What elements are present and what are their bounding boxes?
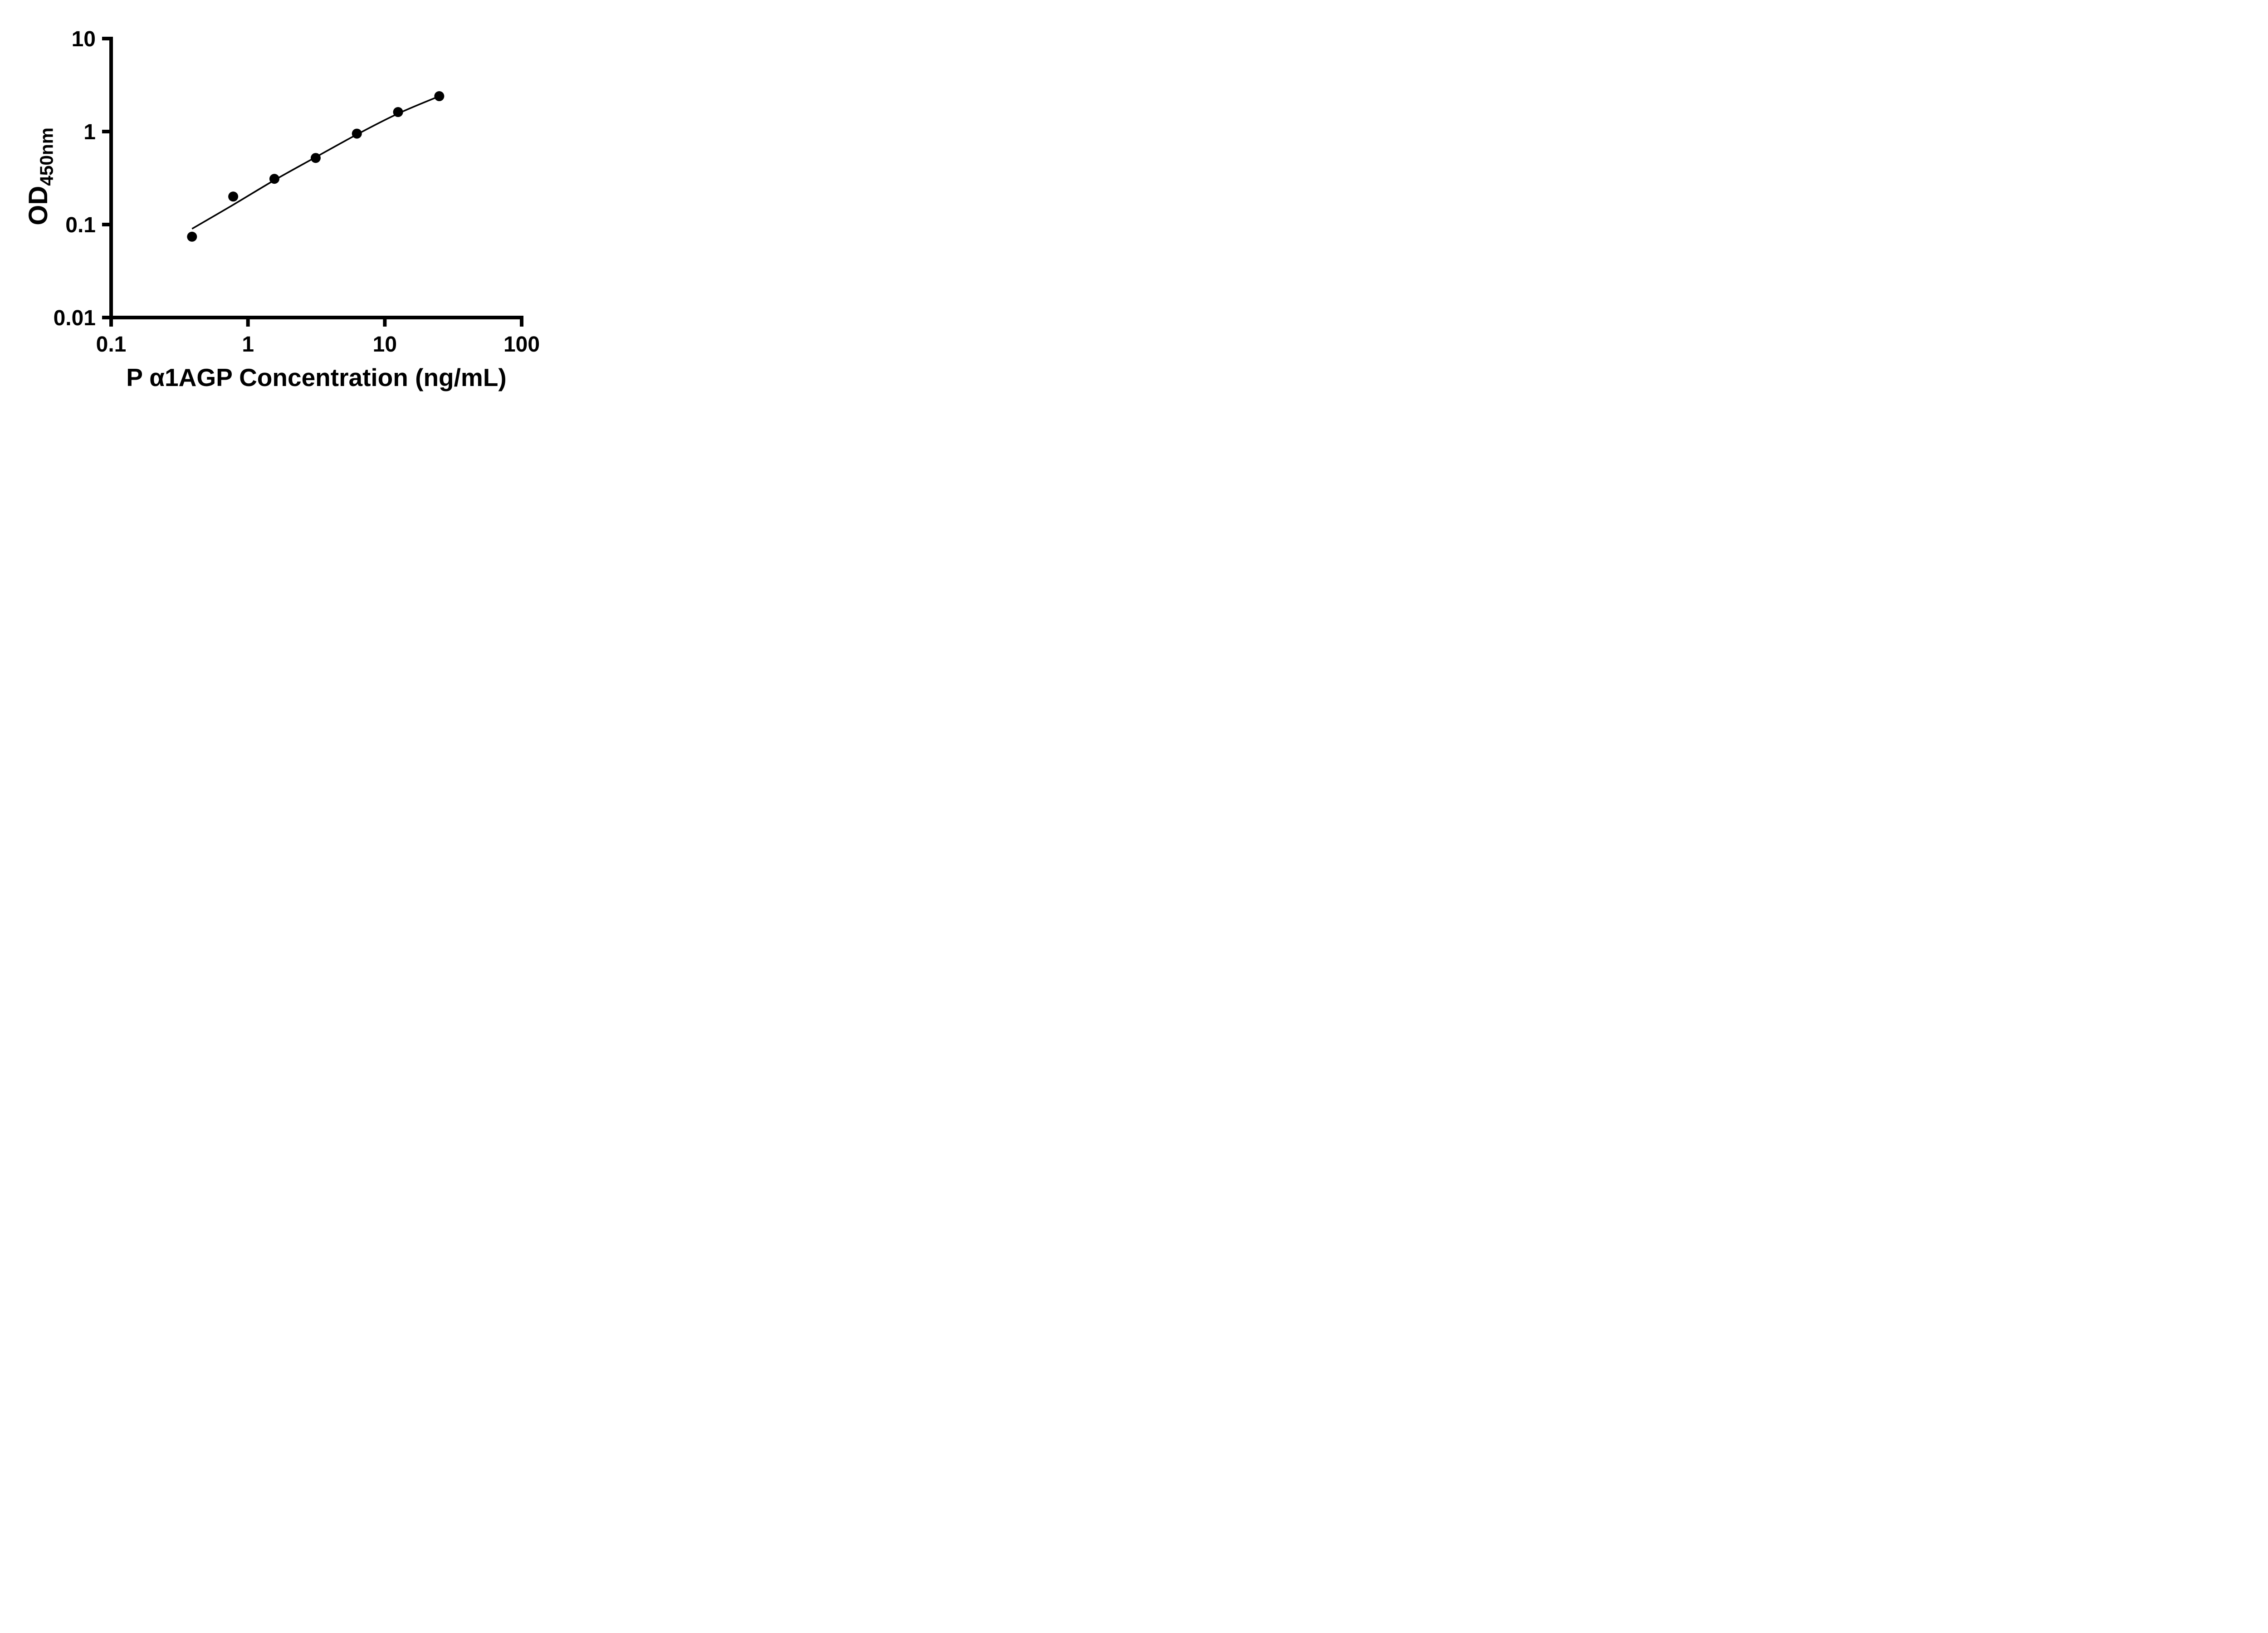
x-axis-tick-label: 10 [373,332,397,357]
data-point [228,191,239,202]
data-point [393,107,403,117]
x-axis-tick-label: 0.1 [96,332,127,357]
data-point [434,91,445,102]
y-axis-tick-label: 10 [72,27,96,51]
y-axis-title-main: OD [24,186,53,225]
y-axis-tick-label: 0.01 [54,306,96,330]
y-axis-tick-label: 1 [83,120,96,144]
data-point [310,153,321,163]
y-axis-title: OD450nm [23,95,57,258]
data-point [352,128,362,139]
data-point [187,231,197,242]
axis-spine [109,37,523,319]
standard-curve-chart: 0.1 1 10 100 0.01 0.1 1 10 OD450nm P α1AGP Conc… [0,0,581,408]
data-point [269,174,279,184]
x-axis-tick-label: 1 [242,332,254,357]
y-axis-title-subscript: 450nm [36,127,57,186]
x-axis-title: P α1AGP Concentration (ng/mL) [126,363,507,391]
x-axis-tick-label: 100 [503,332,540,357]
y-axis-tick-label: 0.1 [65,213,96,237]
